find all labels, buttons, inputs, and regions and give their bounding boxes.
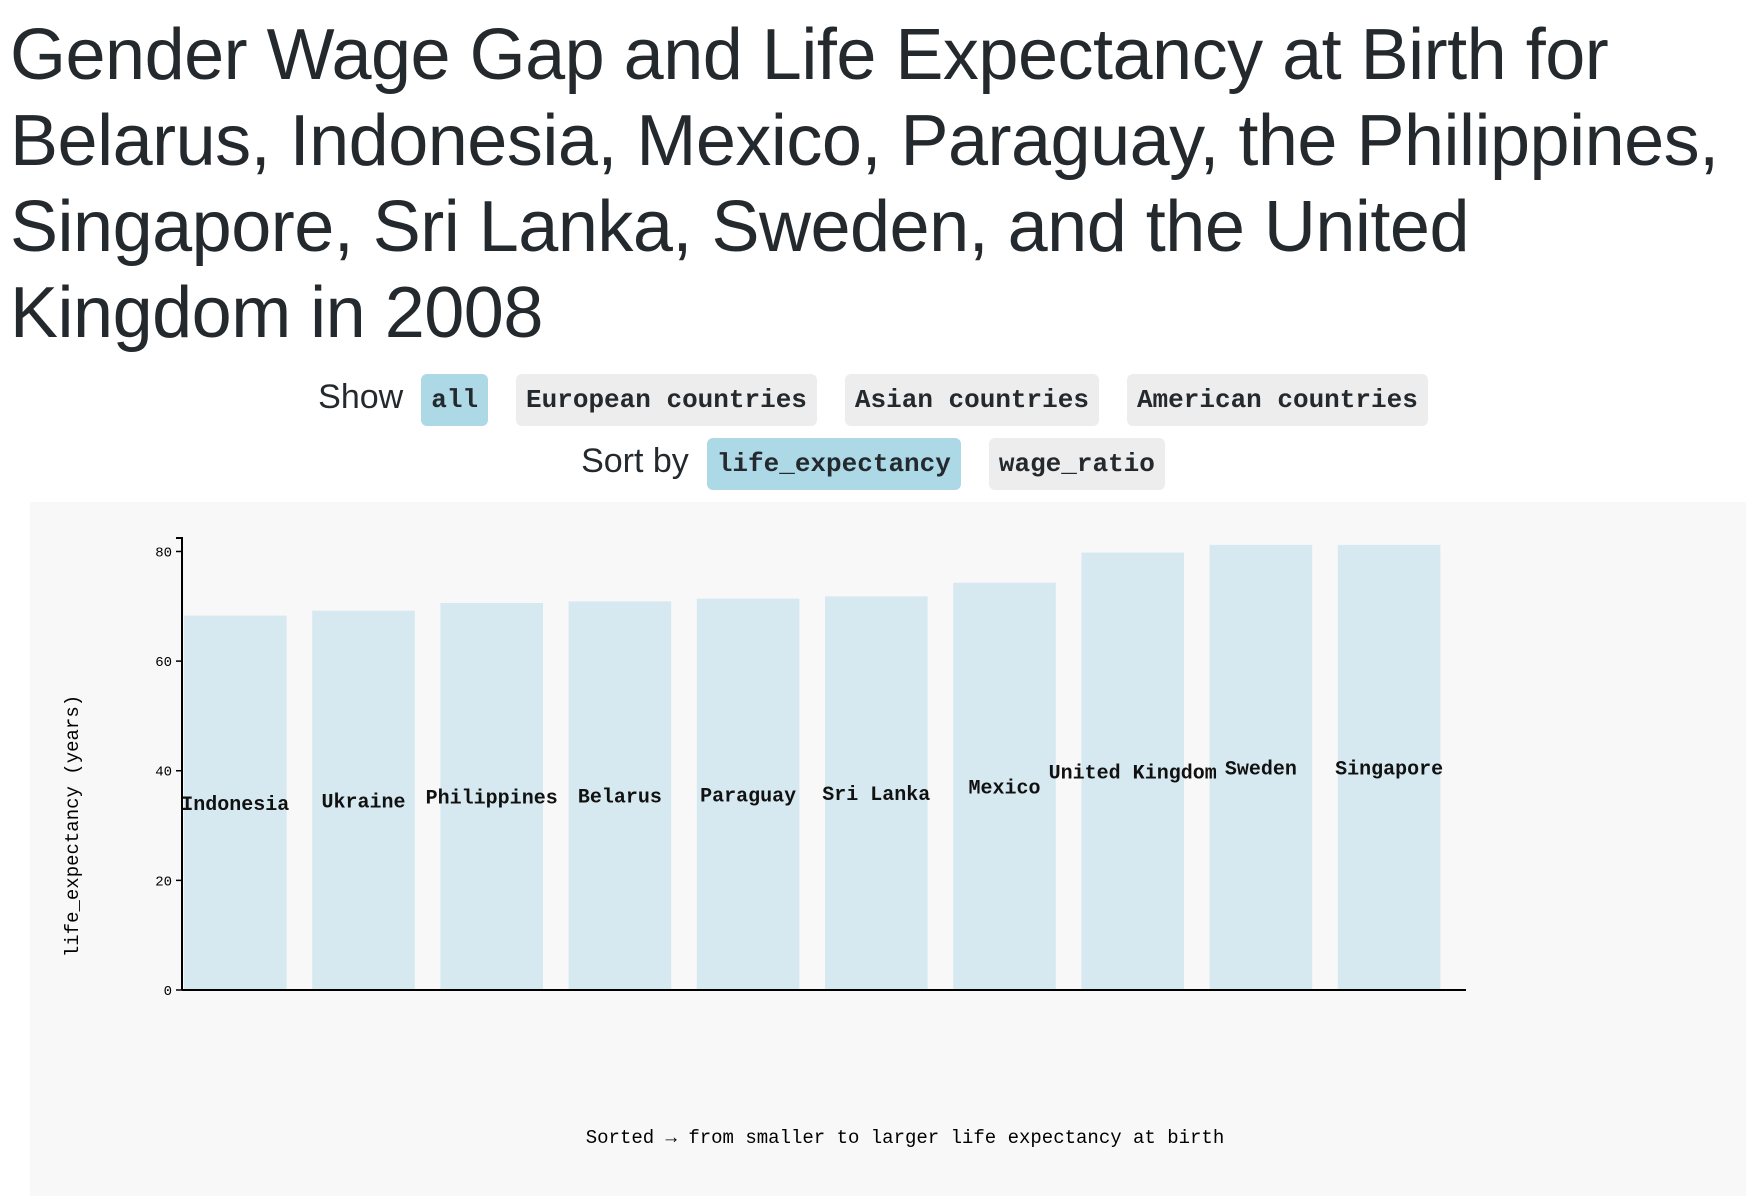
bar-sri-lanka bbox=[825, 596, 928, 990]
y-tick-label-0: 0 bbox=[164, 984, 172, 1000]
show-option-european-button[interactable]: European countries bbox=[516, 374, 817, 426]
sort-label: Sort by bbox=[581, 441, 689, 480]
show-option-all-button[interactable]: all bbox=[421, 374, 489, 426]
show-option-asian-button[interactable]: Asian countries bbox=[844, 374, 1099, 426]
sort-option-wage-ratio-button[interactable]: wage_ratio bbox=[988, 438, 1165, 490]
chart-panel: Indonesia Ukraine Philippines Belarus Paragu… bbox=[30, 502, 1746, 1196]
y-axis-title: life_expectancy (years) bbox=[62, 695, 84, 957]
y-tick-label-60: 60 bbox=[155, 655, 172, 671]
bar-label-sweden: Sweden bbox=[1225, 759, 1297, 782]
bar-chart: Indonesia Ukraine Philippines Belarus Paragu… bbox=[62, 537, 1466, 1149]
bar-singapore bbox=[1337, 544, 1441, 990]
x-axis-title: Sorted → from smaller to larger life exp… bbox=[586, 1127, 1225, 1149]
bar-label-ukraine: Ukraine bbox=[321, 791, 405, 814]
bar-paraguay bbox=[696, 598, 800, 990]
bar-label-paraguay: Paraguay bbox=[700, 785, 796, 808]
y-tick-label-80: 80 bbox=[155, 545, 172, 561]
show-option-american-button[interactable]: American countries bbox=[1126, 374, 1428, 426]
bar-indonesia bbox=[184, 615, 287, 990]
y-axis-line bbox=[176, 537, 183, 990]
bar-sweden bbox=[1209, 544, 1313, 990]
page-title: Gender Wage Gap and Life Expectancy at B… bbox=[10, 15, 1719, 353]
bar-united-kingdom bbox=[1081, 552, 1184, 990]
bar-label-philippines: Philippines bbox=[426, 788, 558, 811]
bar-label-singapore: Singapore bbox=[1335, 759, 1443, 782]
bar-ukraine bbox=[312, 610, 415, 990]
y-tick-label-40: 40 bbox=[155, 765, 172, 781]
bar-belarus bbox=[568, 601, 672, 990]
bar-label-belarus: Belarus bbox=[578, 787, 662, 810]
sort-option-life-expectancy-button[interactable]: life_expectancy bbox=[706, 438, 961, 490]
y-tick-label-20: 20 bbox=[155, 874, 172, 890]
bar-label-sri-lanka: Sri Lanka bbox=[822, 784, 930, 807]
show-filter-row: Show all European countries Asian countr… bbox=[0, 374, 1746, 426]
bar-mexico bbox=[953, 582, 1056, 990]
bar-label-mexico: Mexico bbox=[968, 777, 1040, 800]
sort-row: Sort by life_expectancy wage_ratio bbox=[0, 438, 1746, 490]
bar-philippines bbox=[440, 603, 543, 990]
show-label: Show bbox=[318, 377, 404, 416]
bar-label-united-kingdom: United Kingdom bbox=[1049, 762, 1217, 785]
bar-label-indonesia: Indonesia bbox=[181, 794, 289, 817]
